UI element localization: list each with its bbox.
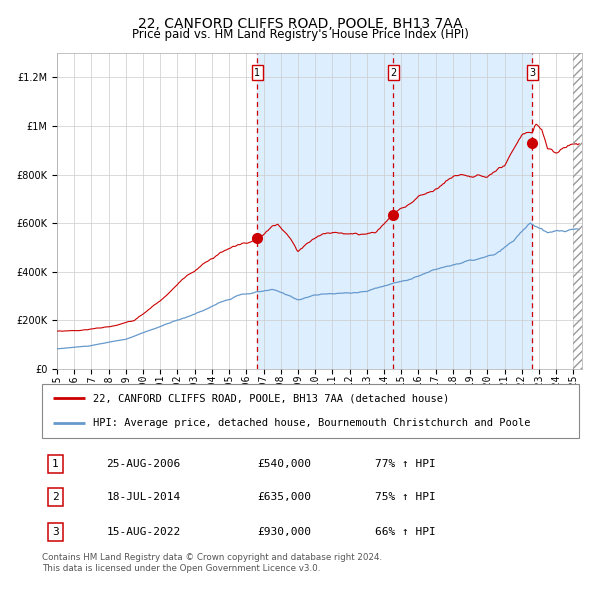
- Text: 25-AUG-2006: 25-AUG-2006: [106, 459, 181, 469]
- Text: 15-AUG-2022: 15-AUG-2022: [106, 527, 181, 537]
- Text: 2: 2: [52, 493, 59, 502]
- Text: 18-JUL-2014: 18-JUL-2014: [106, 493, 181, 502]
- Text: £930,000: £930,000: [257, 527, 311, 537]
- Bar: [257, 53, 532, 369]
- Text: £540,000: £540,000: [257, 459, 311, 469]
- Text: Price paid vs. HM Land Registry's House Price Index (HPI): Price paid vs. HM Land Registry's House …: [131, 28, 469, 41]
- Text: This data is licensed under the Open Government Licence v3.0.: This data is licensed under the Open Gov…: [42, 564, 320, 573]
- Text: 75% ↑ HPI: 75% ↑ HPI: [375, 493, 436, 502]
- Text: 1: 1: [254, 67, 260, 77]
- Text: 2: 2: [390, 67, 397, 77]
- Text: 3: 3: [52, 527, 59, 537]
- Text: 22, CANFORD CLIFFS ROAD, POOLE, BH13 7AA: 22, CANFORD CLIFFS ROAD, POOLE, BH13 7AA: [137, 17, 463, 31]
- Bar: [574, 53, 582, 369]
- Text: 1: 1: [52, 459, 59, 469]
- Text: 22, CANFORD CLIFFS ROAD, POOLE, BH13 7AA (detached house): 22, CANFORD CLIFFS ROAD, POOLE, BH13 7AA…: [93, 393, 449, 403]
- Text: 77% ↑ HPI: 77% ↑ HPI: [375, 459, 436, 469]
- Text: HPI: Average price, detached house, Bournemouth Christchurch and Poole: HPI: Average price, detached house, Bour…: [93, 418, 530, 428]
- Text: Contains HM Land Registry data © Crown copyright and database right 2024.: Contains HM Land Registry data © Crown c…: [42, 553, 382, 562]
- Text: 3: 3: [529, 67, 536, 77]
- Text: £635,000: £635,000: [257, 493, 311, 502]
- Text: 66% ↑ HPI: 66% ↑ HPI: [375, 527, 436, 537]
